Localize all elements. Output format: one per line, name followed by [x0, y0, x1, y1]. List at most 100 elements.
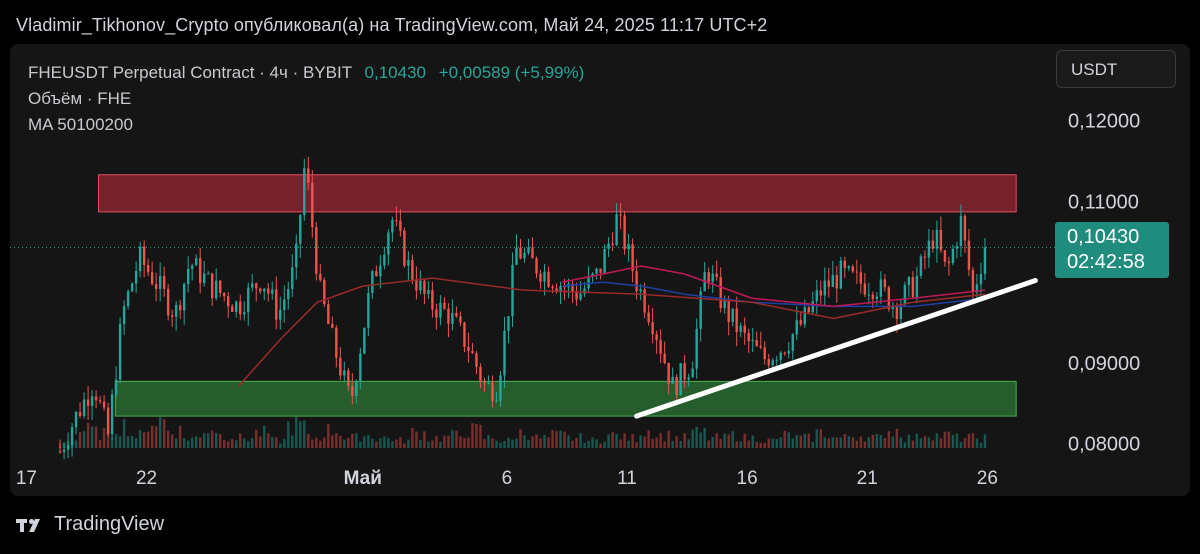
candle-body[interactable]: [299, 215, 302, 244]
candle-body[interactable]: [675, 376, 678, 396]
candle-body[interactable]: [415, 279, 418, 291]
candle-body[interactable]: [62, 449, 66, 452]
candle-body[interactable]: [639, 289, 642, 292]
candle-body[interactable]: [295, 243, 298, 268]
candle-body[interactable]: [839, 260, 843, 289]
candle-body[interactable]: [739, 325, 742, 332]
candle-body[interactable]: [138, 246, 142, 272]
candle-body[interactable]: [231, 306, 234, 313]
candle-body[interactable]: [379, 265, 382, 277]
candle-body[interactable]: [495, 400, 498, 402]
candle-body[interactable]: [571, 283, 574, 292]
candle-body[interactable]: [515, 247, 518, 265]
candle-body[interactable]: [707, 272, 710, 282]
candle-body[interactable]: [467, 346, 470, 351]
candle-body[interactable]: [411, 259, 414, 280]
candle-body[interactable]: [243, 312, 246, 315]
candle-body[interactable]: [247, 287, 250, 313]
support-zone[interactable]: [114, 380, 1017, 417]
candle-body[interactable]: [971, 269, 975, 293]
candle-body[interactable]: [503, 330, 506, 376]
candle-body[interactable]: [335, 327, 338, 358]
candle-body[interactable]: [251, 283, 254, 288]
candle-body[interactable]: [118, 324, 122, 380]
candle-body[interactable]: [166, 288, 170, 316]
candle-body[interactable]: [170, 315, 174, 317]
candle-body[interactable]: [219, 280, 222, 294]
candle-body[interactable]: [74, 411, 78, 428]
candle-body[interactable]: [835, 275, 839, 289]
candle-body[interactable]: [194, 258, 198, 266]
candle-body[interactable]: [499, 375, 502, 401]
candle-body[interactable]: [255, 283, 258, 289]
candle-body[interactable]: [479, 366, 482, 381]
candle-body[interactable]: [319, 273, 322, 280]
candle-body[interactable]: [631, 244, 634, 272]
candle-body[interactable]: [811, 301, 814, 313]
candle-body[interactable]: [651, 322, 654, 335]
candle-body[interactable]: [327, 304, 330, 324]
candle-body[interactable]: [635, 271, 638, 292]
candle-body[interactable]: [643, 289, 646, 313]
candle-body[interactable]: [491, 382, 494, 401]
candle-body[interactable]: [983, 247, 987, 275]
candle-body[interactable]: [235, 301, 238, 313]
candle-body[interactable]: [102, 401, 106, 408]
candle-body[interactable]: [575, 291, 578, 300]
candle-body[interactable]: [419, 280, 422, 291]
candle-body[interactable]: [399, 220, 402, 231]
candle-body[interactable]: [727, 300, 730, 322]
candle-body[interactable]: [475, 353, 478, 367]
candle-body[interactable]: [66, 445, 70, 450]
candle-body[interactable]: [211, 273, 214, 299]
candle-body[interactable]: [146, 265, 150, 273]
candle-body[interactable]: [847, 266, 851, 269]
candle-body[interactable]: [323, 279, 326, 305]
candle-body[interactable]: [931, 240, 935, 249]
candle-body[interactable]: [383, 254, 386, 266]
candle-body[interactable]: [907, 277, 911, 285]
symbol-row[interactable]: FHEUSDT Perpetual Contract · 4ч · BYBIT …: [28, 60, 584, 86]
candle-body[interactable]: [215, 280, 218, 299]
candle-body[interactable]: [82, 399, 86, 416]
candle-body[interactable]: [599, 268, 602, 273]
candle-body[interactable]: [683, 363, 686, 380]
candle-body[interactable]: [711, 273, 714, 282]
candle-body[interactable]: [347, 370, 350, 387]
candle-body[interactable]: [951, 248, 955, 264]
candle-body[interactable]: [355, 381, 358, 397]
candle-body[interactable]: [351, 386, 354, 397]
candle-body[interactable]: [767, 359, 770, 366]
candle-body[interactable]: [783, 352, 786, 354]
candle-body[interactable]: [395, 220, 398, 222]
candle-body[interactable]: [891, 305, 895, 310]
candle-body[interactable]: [915, 275, 919, 297]
candle-body[interactable]: [603, 249, 606, 273]
candle-body[interactable]: [343, 370, 346, 376]
candle-body[interactable]: [407, 259, 410, 266]
candle-body[interactable]: [527, 247, 530, 253]
candle-body[interactable]: [283, 299, 286, 310]
candle-body[interactable]: [431, 290, 434, 310]
candle-body[interactable]: [58, 451, 62, 453]
candle-body[interactable]: [755, 340, 758, 347]
candle-body[interactable]: [963, 215, 967, 241]
candle-body[interactable]: [771, 360, 774, 366]
candle-body[interactable]: [899, 304, 903, 319]
candle-body[interactable]: [371, 271, 374, 293]
candle-body[interactable]: [451, 312, 454, 324]
candle-body[interactable]: [875, 296, 879, 299]
candle-body[interactable]: [423, 280, 426, 294]
candle-body[interactable]: [591, 273, 594, 277]
candle-body[interactable]: [455, 312, 458, 317]
candle-body[interactable]: [110, 394, 114, 435]
candle-body[interactable]: [795, 320, 798, 335]
candle-body[interactable]: [387, 232, 390, 255]
ma-indicator-label[interactable]: MA 50100200: [28, 115, 133, 134]
candle-body[interactable]: [935, 229, 939, 249]
candle-body[interactable]: [463, 322, 466, 347]
candle-body[interactable]: [819, 290, 822, 296]
candle-body[interactable]: [975, 284, 979, 293]
candle-body[interactable]: [291, 267, 294, 290]
